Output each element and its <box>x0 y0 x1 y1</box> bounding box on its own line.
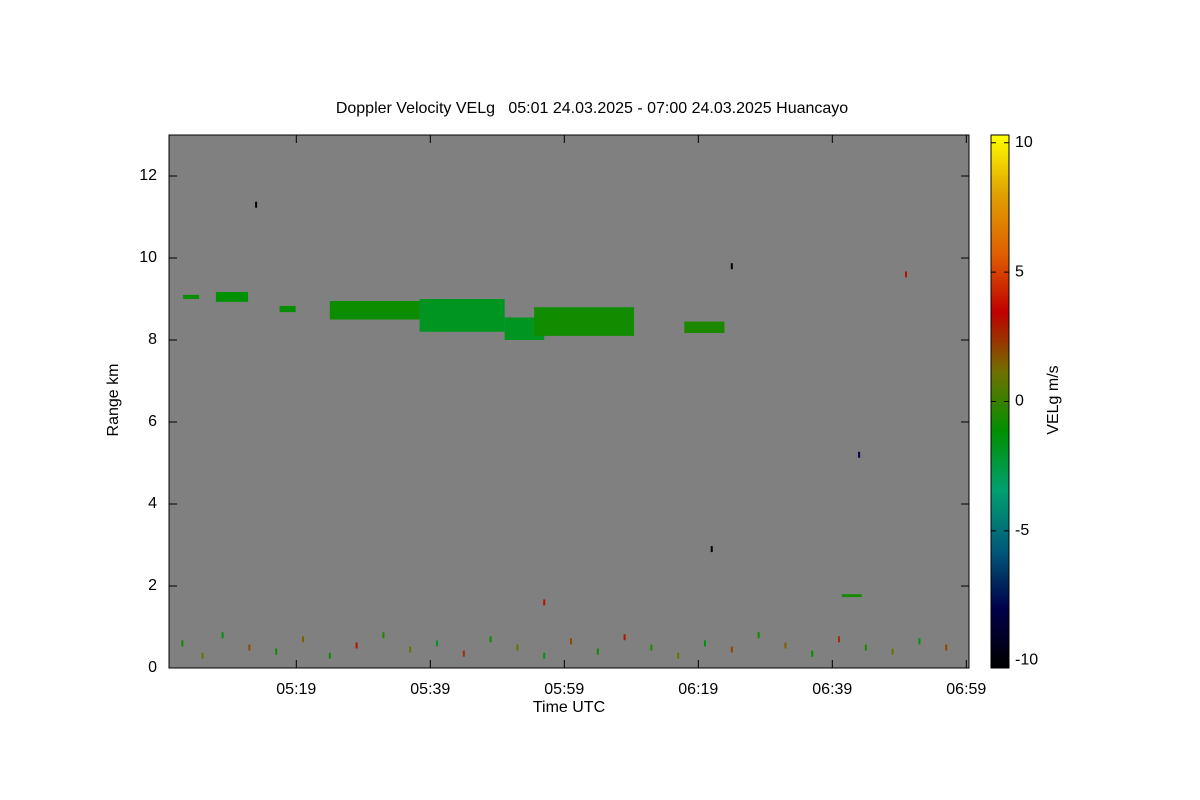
plot-background <box>169 135 969 668</box>
echo-point <box>730 263 733 270</box>
x-tick-label: 05:39 <box>410 681 450 698</box>
x-tick-label: 06:59 <box>946 681 986 698</box>
echo-point <box>677 652 680 659</box>
echo-point <box>905 271 908 278</box>
echo-point <box>382 632 385 639</box>
echo-point <box>436 640 439 647</box>
colorbar-tick-label: -10 <box>1015 651 1038 668</box>
echo-point <box>623 634 626 641</box>
y-tick-label: 12 <box>139 167 157 184</box>
echo-point <box>945 644 948 651</box>
echo-point <box>757 632 760 639</box>
plot-frame <box>168 134 970 669</box>
x-tick-label: 05:59 <box>544 681 584 698</box>
x-tick-label: 05:19 <box>276 681 316 698</box>
y-tick-label: 2 <box>148 577 157 594</box>
echo-point <box>255 201 258 208</box>
echo-point <box>864 644 867 651</box>
colorbar-tick-label: -5 <box>1015 522 1029 539</box>
echo-point <box>355 642 358 649</box>
echo-cell <box>419 299 505 332</box>
echo-point <box>409 646 412 653</box>
echo-cell <box>329 301 420 320</box>
echo-point <box>784 642 787 649</box>
echo-point <box>596 648 599 655</box>
x-tick-label: 06:19 <box>678 681 718 698</box>
echo-point <box>489 636 492 643</box>
y-tick-label: 0 <box>148 659 157 676</box>
echo-point <box>891 648 894 655</box>
x-axis-label: Time UTC <box>533 699 605 716</box>
echo-point <box>462 650 465 657</box>
echo-point <box>811 650 814 657</box>
echo-point <box>516 644 519 651</box>
echo-point <box>328 652 331 659</box>
echo-point <box>248 644 251 651</box>
y-tick-label: 8 <box>148 331 157 348</box>
echo-point <box>858 451 861 458</box>
echo-point <box>543 652 546 659</box>
echo-point <box>201 652 204 659</box>
echo-point <box>710 546 713 553</box>
colorbar-tick-label: 5 <box>1015 263 1024 280</box>
colorbar-tick-label: 10 <box>1015 134 1033 151</box>
echo-cell <box>215 292 249 302</box>
echo-point <box>838 636 841 643</box>
y-tick-label: 10 <box>139 249 157 266</box>
echo-cell <box>684 321 725 334</box>
echo-point <box>918 638 921 645</box>
y-tick-label: 4 <box>148 495 157 512</box>
echo-point <box>730 646 733 653</box>
echo-cell <box>183 294 200 299</box>
echo-cell <box>841 594 862 598</box>
echo-point <box>181 640 184 647</box>
echo-point <box>221 632 224 639</box>
colorbar-label: VELg m/s <box>1045 365 1062 434</box>
y-tick-label: 6 <box>148 413 157 430</box>
echo-point <box>650 644 653 651</box>
echo-point <box>704 640 707 647</box>
chart-title: Doppler Velocity VELg 05:01 24.03.2025 -… <box>336 100 848 117</box>
echo-point <box>543 599 546 606</box>
echo-cell <box>279 305 296 313</box>
colorbar-tick-label: 0 <box>1015 393 1024 410</box>
x-tick-label: 06:39 <box>812 681 852 698</box>
y-axis-label: Range km <box>105 364 122 437</box>
echo-point <box>275 648 278 655</box>
echo-cell <box>534 307 634 336</box>
echo-point <box>302 636 305 643</box>
echo-point <box>570 638 573 645</box>
